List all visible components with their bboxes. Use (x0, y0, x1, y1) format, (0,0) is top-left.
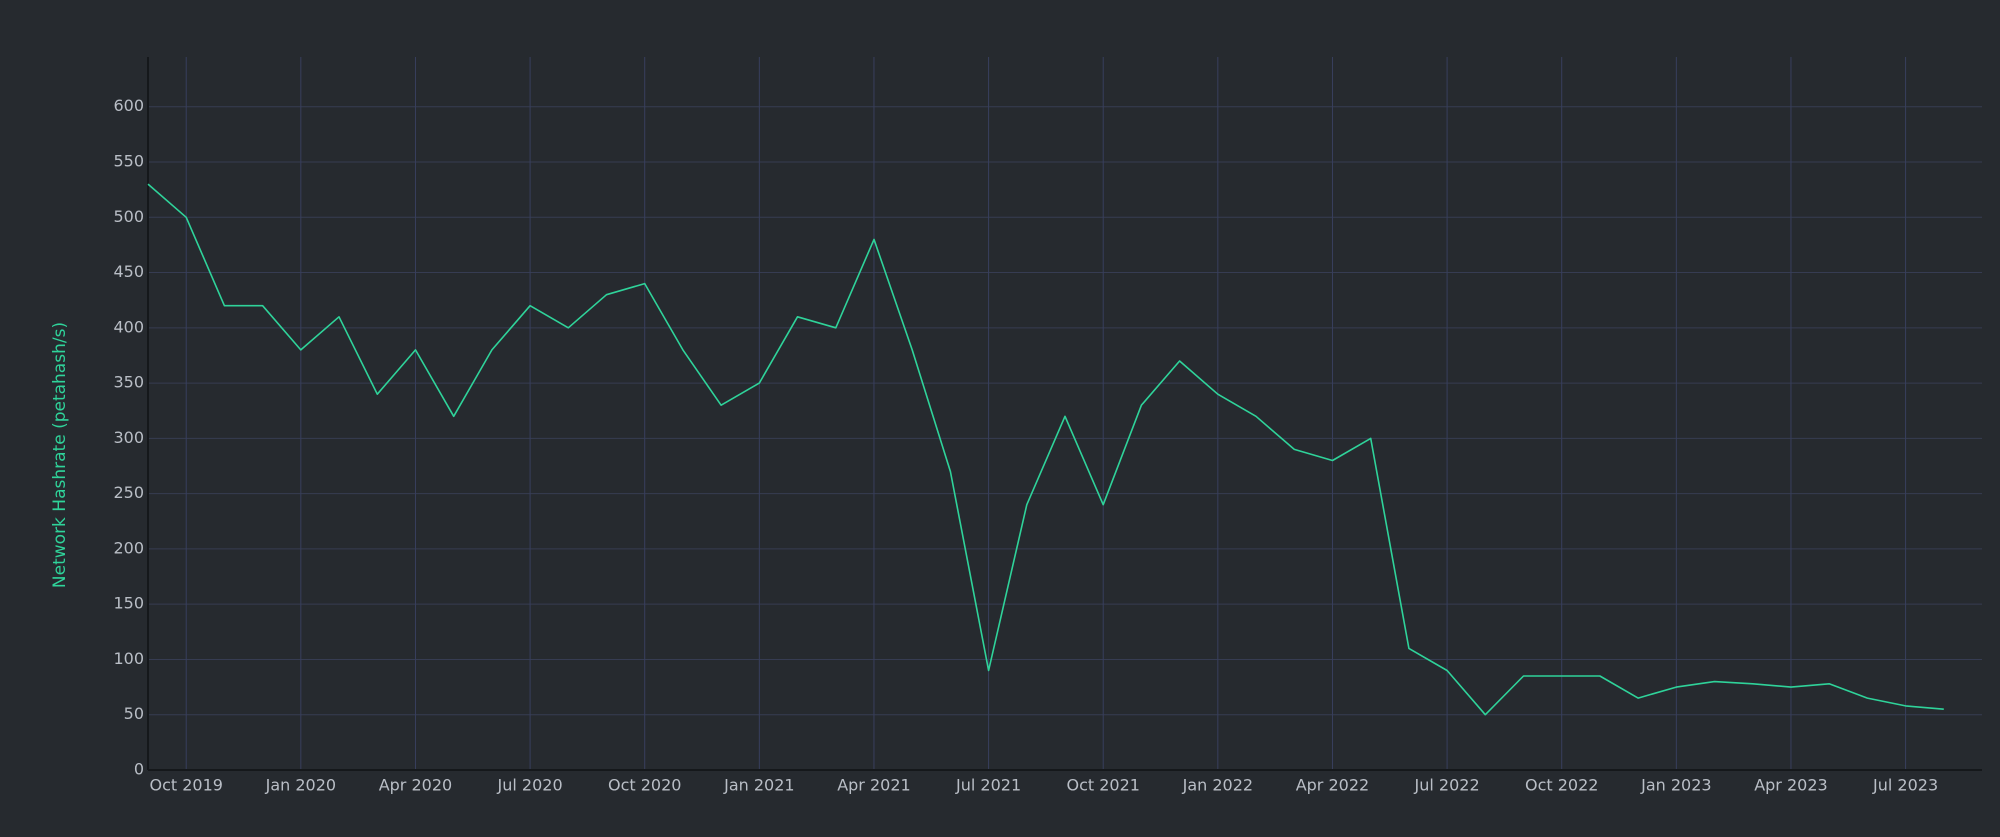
y-tick-label: 350 (113, 373, 144, 392)
x-tick-label: Apr 2021 (837, 776, 910, 795)
y-tick-label: 450 (113, 262, 144, 281)
y-tick-label: 550 (113, 152, 144, 171)
x-tick-label: Jan 2022 (1182, 776, 1253, 795)
x-tick-label: Apr 2023 (1754, 776, 1827, 795)
x-tick-label: Jan 2021 (723, 776, 794, 795)
y-tick-label: 600 (113, 96, 144, 115)
y-tick-label: 0 (134, 760, 144, 779)
y-tick-label: 150 (113, 594, 144, 613)
y-tick-label: 250 (113, 483, 144, 502)
y-tick-label: 500 (113, 207, 144, 226)
y-tick-label: 200 (113, 538, 144, 557)
data-line (147, 183, 1944, 716)
x-tick-label: Jul 2020 (497, 776, 563, 795)
x-tick-label: Oct 2021 (1066, 776, 1139, 795)
y-tick-label: 50 (124, 704, 144, 723)
y-tick-label: 100 (113, 649, 144, 668)
y-tick-label: 300 (113, 428, 144, 447)
x-tick-label: Jan 2020 (265, 776, 336, 795)
x-tick-label: Oct 2022 (1525, 776, 1598, 795)
y-axis-title: Network Hashrate (petahash/s) (50, 322, 70, 588)
x-tick-label: Jul 2022 (1414, 776, 1480, 795)
x-tick-label: Oct 2020 (608, 776, 681, 795)
x-tick-label: Apr 2022 (1296, 776, 1369, 795)
x-tick-label: Apr 2020 (379, 776, 452, 795)
x-tick-label: Oct 2019 (149, 776, 222, 795)
x-tick-label: Jan 2023 (1640, 776, 1711, 795)
x-tick-label: Jul 2023 (1872, 776, 1938, 795)
x-tick-label: Jul 2021 (955, 776, 1021, 795)
y-tick-label: 400 (113, 317, 144, 336)
